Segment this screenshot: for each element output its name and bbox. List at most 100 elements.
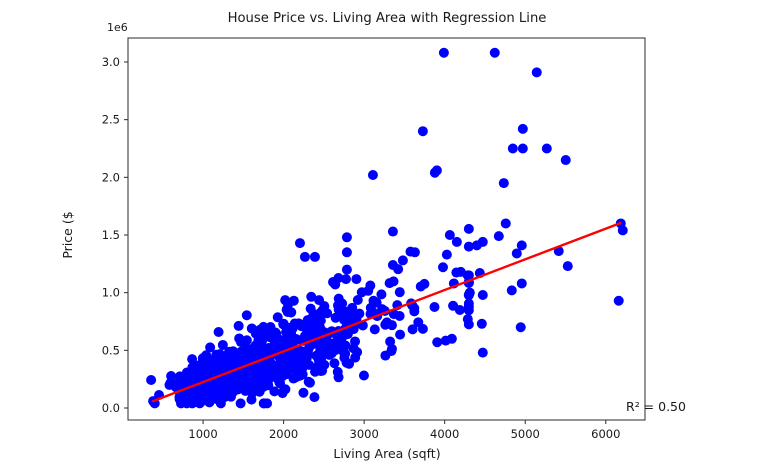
y-tick-label: 0.5 (102, 343, 120, 357)
scatter-point (385, 336, 396, 347)
scatter-point (280, 295, 291, 306)
scatter-point (516, 278, 527, 289)
scatter-point (417, 323, 428, 334)
scatter-point (409, 247, 420, 258)
scatter-point (315, 322, 326, 333)
scatter-point (560, 155, 571, 166)
scatter-point (201, 393, 212, 404)
x-tick-label: 4000 (430, 427, 459, 441)
scatter-point (462, 270, 473, 281)
x-tick-label: 2000 (269, 427, 298, 441)
scatter-point (517, 143, 528, 154)
scatter-point (350, 336, 361, 347)
scatter-point (419, 278, 430, 289)
scatter-point (333, 372, 344, 383)
scatter-point (429, 301, 440, 312)
axis-ticks-layer: 1000 2000 3000 4000 5000 6000 0.0 0.5 1.0 1.5 2.0 2… (102, 55, 621, 441)
y-tick-label: 2.0 (102, 170, 120, 184)
scatter-point (258, 398, 269, 409)
scatter-point (613, 295, 624, 306)
scatter-point (352, 294, 363, 305)
scatter-point (454, 304, 465, 315)
scatter-point (394, 287, 405, 298)
scatter-point (463, 305, 474, 316)
scatter-point (335, 303, 346, 314)
axes-spines (127, 37, 646, 421)
scatter-point (217, 339, 228, 350)
scatter-point (511, 248, 522, 259)
scatter-point (463, 223, 474, 234)
scatter-point (318, 341, 329, 352)
scatter-points-layer (146, 47, 628, 409)
y-tick-label: 1.0 (102, 286, 120, 300)
scatter-point (316, 354, 327, 365)
scatter-point (387, 226, 398, 237)
scatter-point (381, 317, 392, 328)
scatter-point (234, 348, 245, 359)
scatter-point (241, 310, 252, 321)
scatter-point (617, 225, 628, 236)
scatter-point (294, 238, 305, 249)
scatter-point (258, 323, 269, 334)
scatter-point (462, 314, 473, 325)
y-tick-label: 0.0 (102, 401, 120, 415)
scatter-point (367, 307, 378, 318)
scatter-point (333, 273, 344, 284)
r-squared-annotation: R² = 0.50 (626, 399, 686, 414)
scatter-point (199, 368, 210, 379)
scatter-point (507, 143, 518, 154)
scatter-point (269, 386, 280, 397)
scatter-point (257, 335, 268, 346)
y-axis-offset-text: 1e6 (107, 21, 128, 34)
scatter-point (394, 310, 405, 321)
scatter-point (322, 308, 333, 319)
scatter-point (397, 255, 408, 266)
scatter-point (240, 380, 251, 391)
scatter-point (314, 295, 325, 306)
scatter-point (476, 318, 487, 329)
scatter-point (205, 342, 216, 353)
scatter-point (446, 333, 457, 344)
scatter-point (506, 285, 517, 296)
scatter-point (235, 398, 246, 409)
scatter-point (417, 126, 428, 137)
scatter-point (515, 322, 526, 333)
scatter-point (274, 373, 285, 384)
scatter-point (344, 313, 355, 324)
scatter-point (301, 352, 312, 363)
x-tick-label: 1000 (188, 427, 217, 441)
regression-line (151, 221, 622, 403)
scatter-point (384, 278, 395, 289)
scatter-point (367, 170, 378, 181)
scatter-point (395, 329, 406, 340)
scatter-point (282, 360, 293, 371)
scatter-point (356, 287, 367, 298)
scatter-point (341, 232, 352, 243)
scatter-point (368, 295, 379, 306)
scatter-point (195, 359, 206, 370)
scatter-point (340, 274, 351, 285)
scatter-point (272, 312, 283, 323)
scatter-point (174, 392, 185, 403)
scatter-point (164, 379, 175, 390)
scatter-point (432, 337, 443, 348)
y-axis-label: Price ($ (60, 211, 75, 258)
y-tick-label: 3.0 (102, 55, 120, 69)
x-axis-label: Living Area (sqft) (333, 446, 440, 461)
regression-line-layer (151, 221, 622, 403)
scatter-point (531, 67, 542, 78)
scatter-point (351, 274, 362, 285)
scatter-point (259, 371, 270, 382)
scatter-point (477, 289, 488, 300)
scatter-point (341, 264, 352, 275)
scatter-point (464, 287, 475, 298)
scatter-point (306, 291, 317, 302)
scatter-point (477, 347, 488, 358)
y-tick-label: 2.5 (102, 113, 120, 127)
scatter-point (489, 47, 500, 58)
scatter-point (562, 261, 573, 272)
scatter-point (369, 324, 380, 335)
scatter-point (358, 370, 369, 381)
scatter-point (376, 289, 387, 300)
